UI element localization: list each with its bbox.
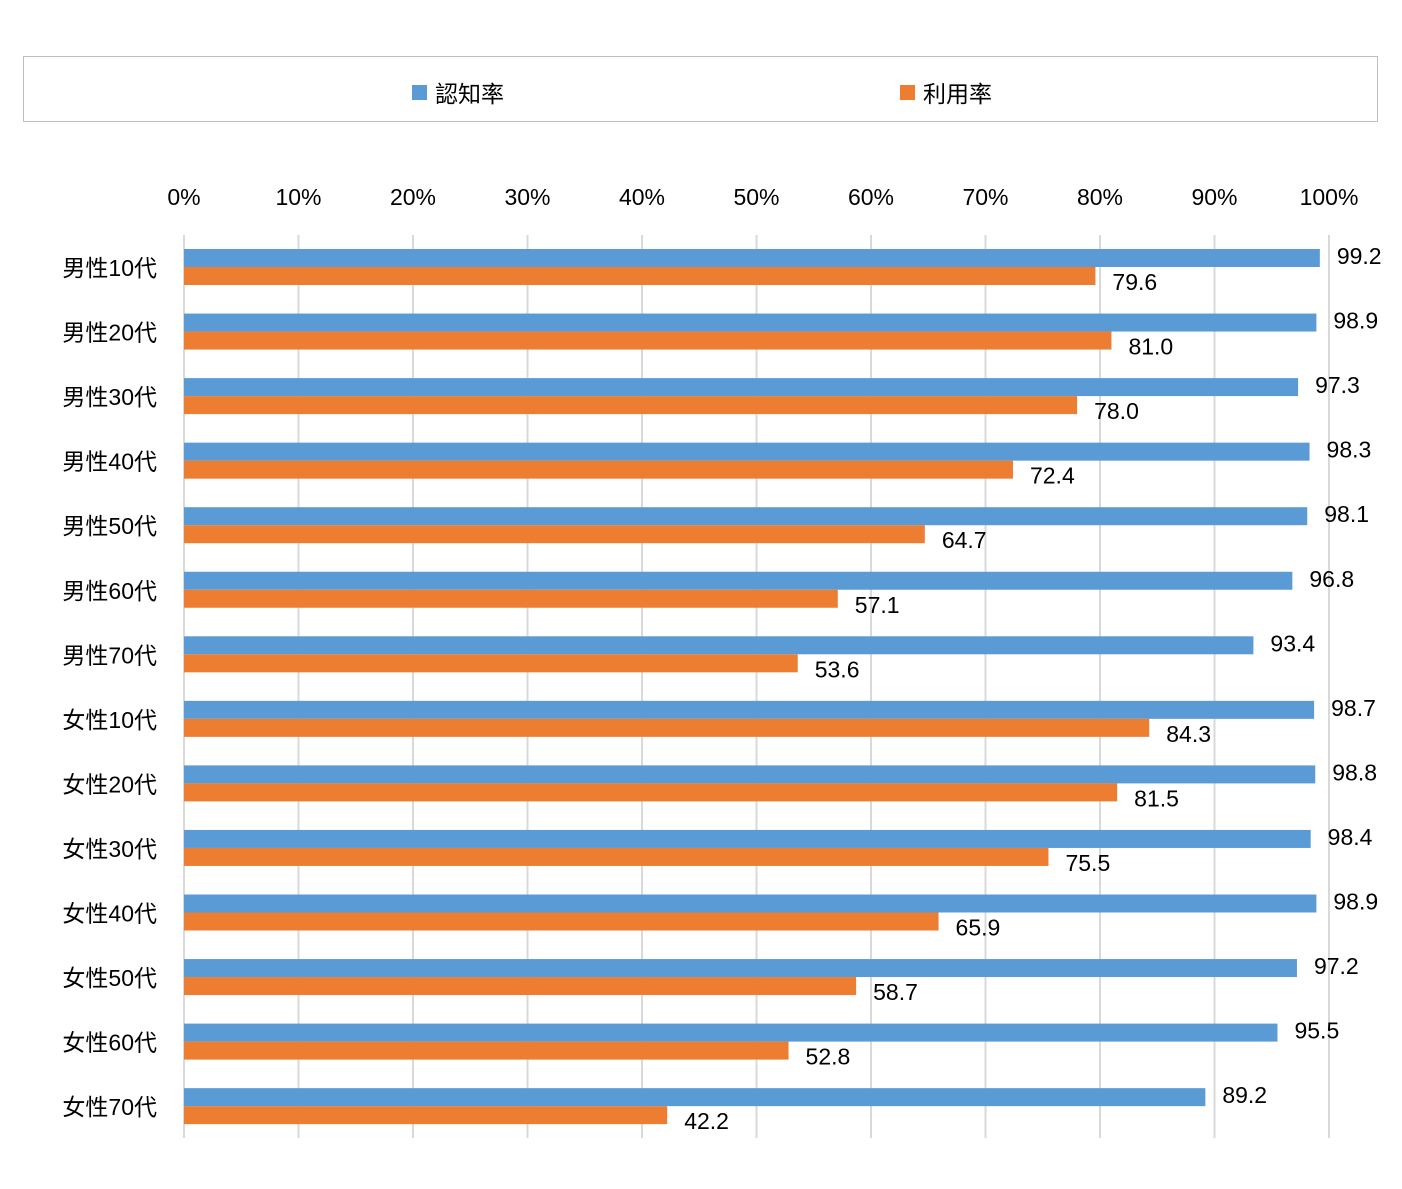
x-tick-label: 20% bbox=[390, 184, 436, 210]
bar-awareness bbox=[184, 249, 1320, 267]
bar-usage bbox=[184, 1041, 789, 1060]
data-label: 98.4 bbox=[1328, 824, 1373, 850]
bar-usage bbox=[184, 847, 1049, 866]
data-label: 57.1 bbox=[855, 592, 900, 618]
bar-usage bbox=[184, 460, 1013, 479]
bar-awareness bbox=[184, 894, 1317, 913]
data-label: 98.9 bbox=[1333, 889, 1378, 915]
bar-awareness bbox=[184, 571, 1293, 590]
legend-label-awareness: 認知率 bbox=[435, 81, 504, 107]
bar-awareness bbox=[184, 765, 1316, 784]
category-label: 女性30代 bbox=[62, 836, 157, 862]
legend: 認知率 利用率 bbox=[23, 56, 1378, 122]
x-tick-label: 0% bbox=[167, 184, 200, 210]
x-tick-label: 40% bbox=[619, 184, 665, 210]
bar-usage bbox=[184, 783, 1118, 802]
data-label: 52.8 bbox=[806, 1044, 851, 1070]
category-label: 女性60代 bbox=[62, 1030, 157, 1056]
data-label: 75.5 bbox=[1065, 850, 1110, 876]
category-label: 男性30代 bbox=[62, 384, 157, 410]
data-label: 97.2 bbox=[1314, 953, 1359, 979]
data-label: 98.3 bbox=[1327, 437, 1372, 463]
bar-usage bbox=[184, 718, 1150, 737]
category-label: 男性60代 bbox=[62, 578, 157, 604]
data-label: 64.7 bbox=[942, 527, 987, 553]
bar-usage bbox=[184, 589, 838, 608]
bar-awareness bbox=[184, 829, 1311, 848]
category-label: 男性40代 bbox=[62, 449, 157, 475]
bar-awareness bbox=[184, 378, 1299, 397]
bar-usage bbox=[184, 267, 1096, 285]
category-label: 女性20代 bbox=[62, 771, 157, 797]
legend-swatch-usage bbox=[900, 84, 915, 100]
category-label: 男性10代 bbox=[62, 255, 157, 281]
category-label: 女性40代 bbox=[62, 901, 157, 927]
bar-awareness bbox=[184, 442, 1310, 461]
legend-label-usage: 利用率 bbox=[923, 81, 992, 107]
legend-item-awareness: 認知率 bbox=[412, 75, 504, 109]
data-label: 81.5 bbox=[1134, 785, 1179, 811]
data-label: 99.2 bbox=[1337, 243, 1382, 269]
bar-usage bbox=[184, 977, 857, 996]
data-label: 98.1 bbox=[1324, 501, 1369, 527]
x-tick-label: 90% bbox=[1191, 184, 1237, 210]
x-tick-label: 10% bbox=[275, 184, 321, 210]
data-label: 95.5 bbox=[1294, 1018, 1339, 1044]
bar-usage bbox=[184, 525, 925, 544]
category-label: 男性70代 bbox=[62, 642, 157, 668]
data-label: 78.0 bbox=[1094, 398, 1139, 424]
bar-awareness bbox=[184, 959, 1297, 978]
category-label: 女性10代 bbox=[62, 707, 157, 733]
data-label: 93.4 bbox=[1270, 630, 1315, 656]
bar-usage bbox=[184, 654, 798, 673]
bar-usage bbox=[184, 331, 1112, 350]
bar-awareness bbox=[184, 1088, 1206, 1107]
x-tick-label: 70% bbox=[962, 184, 1008, 210]
data-label: 98.7 bbox=[1331, 695, 1376, 721]
data-label: 81.0 bbox=[1128, 334, 1173, 360]
data-label: 97.3 bbox=[1315, 372, 1360, 398]
bar-awareness bbox=[184, 700, 1315, 719]
x-tick-label: 100% bbox=[1300, 184, 1359, 210]
data-label: 89.2 bbox=[1222, 1082, 1267, 1108]
x-tick-label: 60% bbox=[848, 184, 894, 210]
bar-usage bbox=[184, 912, 939, 931]
data-label: 98.8 bbox=[1332, 759, 1377, 785]
x-tick-label: 80% bbox=[1077, 184, 1123, 210]
category-label: 男性20代 bbox=[62, 320, 157, 346]
data-label: 84.3 bbox=[1166, 721, 1211, 747]
data-label: 98.9 bbox=[1333, 308, 1378, 334]
legend-swatch-awareness bbox=[412, 84, 427, 100]
bar-awareness bbox=[184, 507, 1308, 526]
bar-awareness bbox=[184, 1023, 1278, 1042]
x-tick-label: 50% bbox=[733, 184, 779, 210]
data-label: 53.6 bbox=[815, 656, 860, 682]
x-tick-label: 30% bbox=[504, 184, 550, 210]
data-label: 58.7 bbox=[873, 979, 918, 1005]
data-label: 42.2 bbox=[684, 1108, 729, 1134]
bar-usage bbox=[184, 1106, 668, 1125]
data-label: 79.6 bbox=[1112, 269, 1157, 295]
category-label: 女性70代 bbox=[62, 1094, 157, 1120]
category-label: 男性50代 bbox=[62, 513, 157, 539]
data-label: 72.4 bbox=[1030, 463, 1075, 489]
bar-usage bbox=[184, 396, 1078, 415]
bar-awareness bbox=[184, 636, 1254, 655]
data-label: 96.8 bbox=[1309, 566, 1354, 592]
category-label: 女性50代 bbox=[62, 965, 157, 991]
legend-item-usage: 利用率 bbox=[900, 75, 992, 109]
bar-awareness bbox=[184, 313, 1317, 332]
data-label: 65.9 bbox=[956, 915, 1001, 941]
